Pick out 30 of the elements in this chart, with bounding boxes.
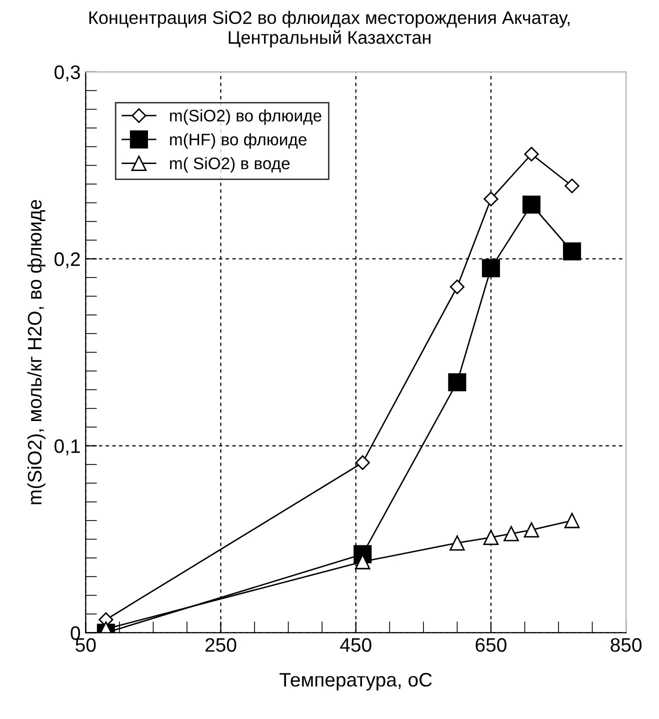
point — [450, 535, 465, 551]
x-tick-label: 850 — [610, 638, 642, 652]
point — [504, 526, 519, 542]
point — [564, 512, 580, 528]
point — [522, 196, 541, 214]
x-axis-title: Температура, оС — [280, 672, 432, 690]
chart-title: Концентрация SiO2 во флюидах месторождения Акчатау, Центральный Казахстан — [89, 10, 570, 48]
y-axis-title: m(SiO2), моль/кг H2O, во флюиде — [27, 200, 46, 504]
point — [482, 259, 500, 278]
legend-label: m(HF) во флюиде — [170, 133, 306, 149]
point — [448, 373, 466, 392]
x-tick-label: 50 — [76, 638, 96, 652]
point — [524, 522, 540, 538]
point — [354, 554, 370, 570]
y-tick-label: 0 — [70, 626, 80, 640]
point — [483, 530, 499, 546]
point — [564, 178, 580, 194]
x-tick-label: 650 — [476, 638, 506, 652]
point — [484, 192, 498, 206]
y-tick-label: 0,1 — [54, 439, 80, 456]
point — [524, 146, 539, 162]
legend-label: m(SiO2) во флюиде — [170, 109, 322, 125]
point — [355, 455, 370, 470]
y-tick-label: 0,2 — [54, 252, 80, 268]
legend-label: m( SiO2) в воде — [170, 157, 290, 173]
point — [562, 242, 582, 260]
y-tick-label: 0,3 — [54, 65, 80, 82]
x-tick-label: 450 — [340, 638, 372, 652]
x-tick-label: 250 — [206, 638, 236, 652]
point — [450, 280, 465, 294]
